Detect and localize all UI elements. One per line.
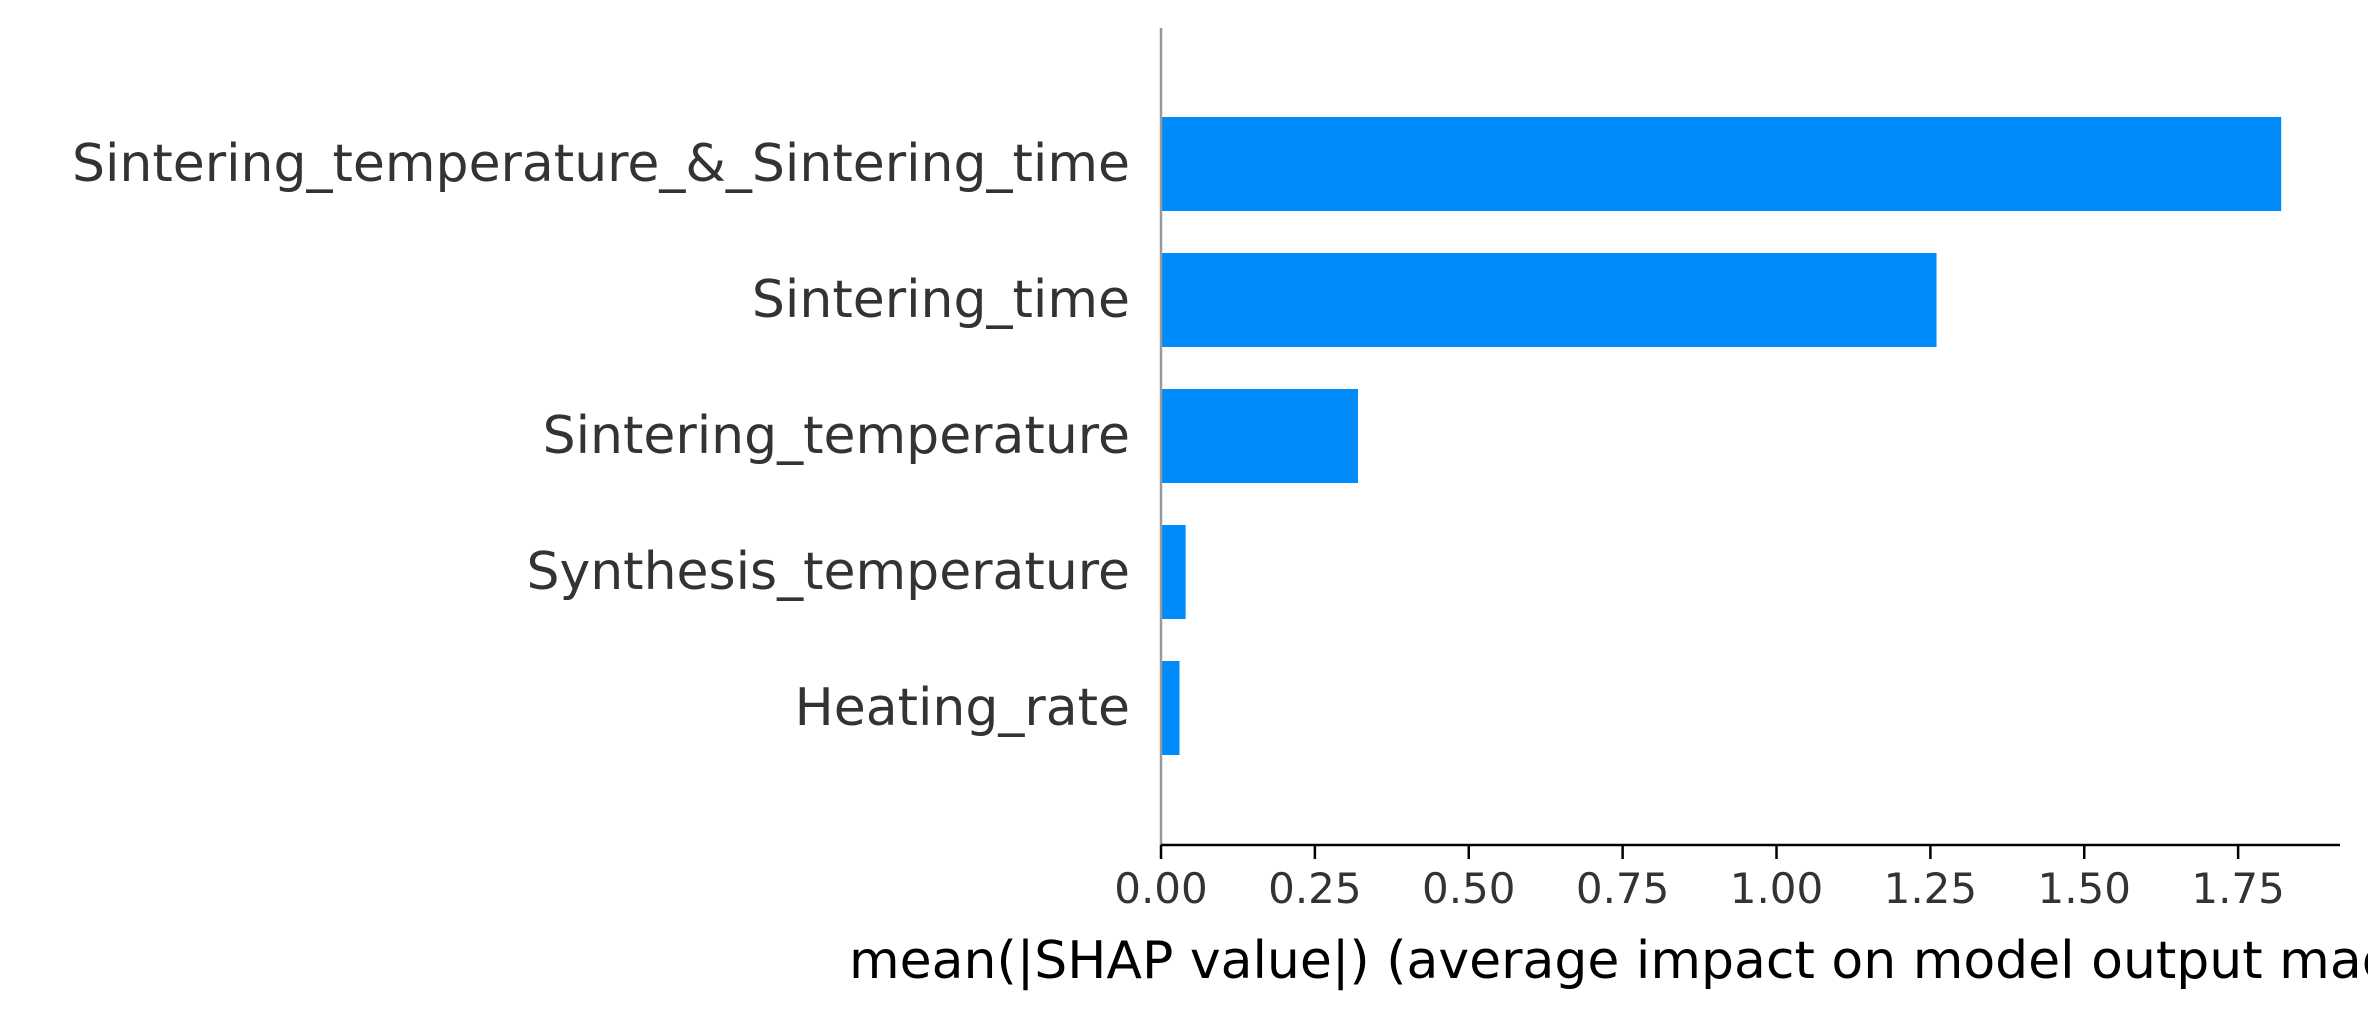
bars-layer bbox=[1161, 117, 2282, 755]
x-tick-label-4: 1.00 bbox=[1730, 864, 1824, 913]
x-tick-label-6: 1.50 bbox=[2037, 864, 2131, 913]
axes-layer: 0.00 0.25 0.50 0.75 1.00 1.25 1.50 1.75 mean(|SH… bbox=[849, 28, 2368, 991]
x-axis-label: mean(|SHAP value|) (average impact on mo… bbox=[849, 931, 2368, 991]
x-tick-label-1: 0.25 bbox=[1268, 864, 1362, 913]
x-tick-label-3: 0.75 bbox=[1576, 864, 1670, 913]
feature-label-0: Sintering_temperature_&_Sintering_time bbox=[72, 134, 1130, 194]
x-tick-label-2: 0.50 bbox=[1422, 864, 1516, 913]
x-tick-label-7: 1.75 bbox=[2191, 864, 2285, 913]
bar-4 bbox=[1161, 661, 1180, 755]
feature-label-3: Synthesis_temperature bbox=[526, 542, 1130, 602]
feature-labels-layer: Sintering_temperature_&_Sintering_time Si… bbox=[72, 134, 1130, 738]
x-tick-label-5: 1.25 bbox=[1884, 864, 1978, 913]
feature-label-4: Heating_rate bbox=[795, 678, 1130, 738]
bar-0 bbox=[1161, 117, 2282, 211]
feature-label-2: Sintering_temperature bbox=[543, 406, 1130, 466]
x-tick-label-0: 0.00 bbox=[1114, 864, 1208, 913]
bar-3 bbox=[1161, 525, 1186, 619]
feature-label-1: Sintering_time bbox=[752, 270, 1130, 330]
bar-2 bbox=[1161, 389, 1358, 483]
bar-1 bbox=[1161, 253, 1937, 347]
